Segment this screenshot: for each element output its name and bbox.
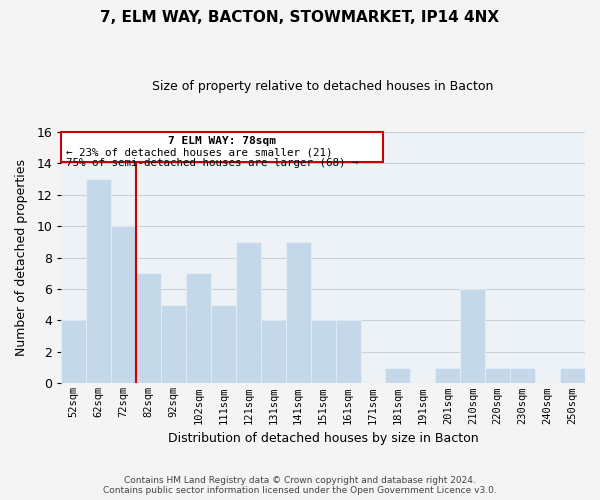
Bar	[286, 242, 311, 384]
Bar	[436, 368, 460, 384]
Bar	[311, 320, 335, 384]
Bar	[236, 242, 261, 384]
Text: 7 ELM WAY: 78sqm: 7 ELM WAY: 78sqm	[168, 136, 276, 146]
Bar	[460, 289, 485, 384]
Y-axis label: Number of detached properties: Number of detached properties	[15, 159, 28, 356]
Bar	[261, 320, 286, 384]
Title: Size of property relative to detached houses in Bacton: Size of property relative to detached ho…	[152, 80, 494, 93]
Bar	[186, 274, 211, 384]
Bar	[385, 368, 410, 384]
Text: ← 23% of detached houses are smaller (21): ← 23% of detached houses are smaller (21…	[66, 148, 333, 158]
Text: 75% of semi-detached houses are larger (68) →: 75% of semi-detached houses are larger (…	[66, 158, 359, 168]
X-axis label: Distribution of detached houses by size in Bacton: Distribution of detached houses by size …	[168, 432, 478, 445]
Bar	[136, 274, 161, 384]
Bar	[510, 368, 535, 384]
Bar	[485, 368, 510, 384]
Bar	[111, 226, 136, 384]
Bar	[211, 304, 236, 384]
Bar	[86, 179, 111, 384]
Bar	[61, 320, 86, 384]
Text: 7, ELM WAY, BACTON, STOWMARKET, IP14 4NX: 7, ELM WAY, BACTON, STOWMARKET, IP14 4NX	[100, 10, 500, 25]
Bar	[560, 368, 585, 384]
FancyBboxPatch shape	[61, 132, 383, 162]
Bar	[161, 304, 186, 384]
Text: Contains HM Land Registry data © Crown copyright and database right 2024.
Contai: Contains HM Land Registry data © Crown c…	[103, 476, 497, 495]
Bar	[335, 320, 361, 384]
